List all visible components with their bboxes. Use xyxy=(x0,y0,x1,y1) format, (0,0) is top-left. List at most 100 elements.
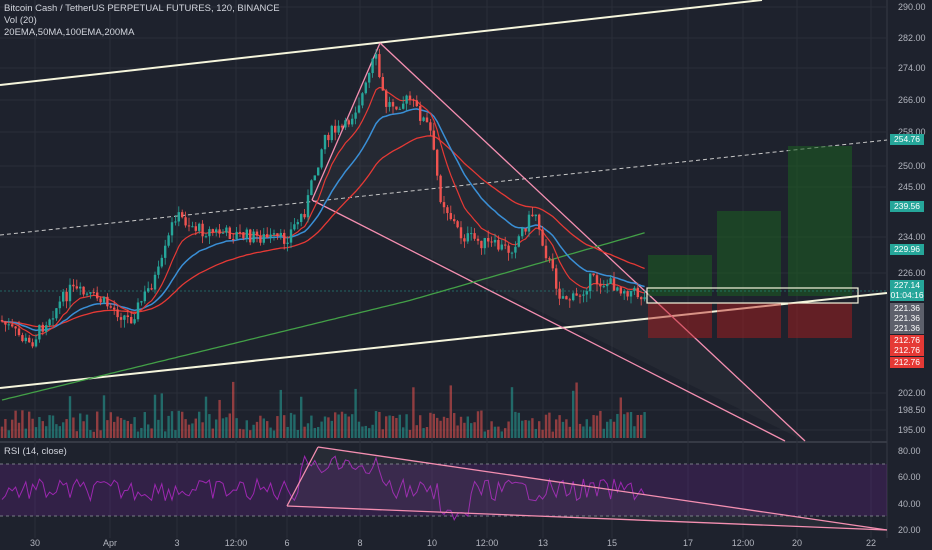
price-tag: 227.14 xyxy=(890,280,924,291)
volume-bar xyxy=(470,423,473,438)
candle-body xyxy=(402,103,405,109)
candle-body xyxy=(313,175,316,181)
volume-bar xyxy=(364,425,367,438)
volume-bar xyxy=(147,424,150,438)
volume-bar xyxy=(89,430,92,438)
volume-bar xyxy=(85,414,89,438)
candle-body xyxy=(204,236,208,238)
volume-bar xyxy=(330,420,333,438)
volume-bar xyxy=(317,427,320,438)
candle-body xyxy=(347,120,350,125)
volume-bar xyxy=(303,426,306,438)
volume-bar xyxy=(184,419,187,438)
candle-body xyxy=(283,232,286,244)
candle-body xyxy=(0,320,4,322)
volume-bar xyxy=(24,428,27,438)
wedge-upper-line[interactable] xyxy=(379,42,806,442)
time-tick-label: 8 xyxy=(357,538,362,548)
candle-body xyxy=(521,228,524,237)
candle-body xyxy=(276,233,279,237)
candle-body xyxy=(368,73,371,83)
candle-body xyxy=(130,317,133,324)
volume-bar xyxy=(4,419,7,438)
rsi-wedge-left-line[interactable] xyxy=(286,446,319,507)
volume-bar xyxy=(177,410,180,438)
candle-body xyxy=(249,229,252,243)
candle-body xyxy=(643,297,646,300)
volume-bar xyxy=(391,416,395,438)
price-tag: 212.76 xyxy=(890,345,924,356)
target-boxes[interactable] xyxy=(646,146,859,338)
candle-body xyxy=(279,232,282,237)
volume-bar xyxy=(181,411,184,438)
volume-bar xyxy=(242,429,245,438)
candle-body xyxy=(354,112,357,119)
candle-body xyxy=(493,239,497,243)
volume-bar xyxy=(636,414,639,438)
rsi-wedge-lower-line[interactable] xyxy=(286,505,888,531)
channel-mid-line[interactable] xyxy=(0,139,888,236)
volume-bar xyxy=(211,428,214,438)
candle-body xyxy=(51,318,55,320)
candle-body xyxy=(541,229,544,246)
candle-body xyxy=(99,298,102,303)
candle-body xyxy=(548,258,551,260)
rsi-pane[interactable] xyxy=(0,443,887,538)
time-tick-label: 17 xyxy=(683,538,693,548)
volume-bar xyxy=(109,412,112,438)
volume-bar xyxy=(266,421,269,438)
price-tag: 221.36 xyxy=(890,303,924,314)
volume-bar xyxy=(150,428,153,438)
candle-body xyxy=(374,54,378,59)
candle-body xyxy=(296,222,299,225)
candle-body xyxy=(167,235,170,246)
price-tick-label: 195.00 xyxy=(898,425,926,435)
candle-body xyxy=(578,295,582,297)
volume-bar xyxy=(589,426,592,438)
volume-bar xyxy=(415,425,418,438)
price-tag: 239.56 xyxy=(890,201,924,212)
candle-body xyxy=(106,296,109,307)
candle-body xyxy=(286,242,289,244)
volume-bar xyxy=(374,411,378,438)
volume-bar xyxy=(153,394,157,438)
candle-body xyxy=(194,226,197,231)
volume-bar xyxy=(276,416,279,438)
channel-lower-line[interactable] xyxy=(0,292,888,389)
candle-body xyxy=(510,252,514,254)
price-axis[interactable]: 290.00 282.00 274.00 266.00 258.00 250.00 245.… xyxy=(898,2,926,435)
rsi-wedge-upper-line[interactable] xyxy=(317,446,888,531)
candle-body xyxy=(616,287,619,291)
candle-body xyxy=(79,286,82,289)
volume-bar xyxy=(130,423,133,438)
price-tick-label: 282.00 xyxy=(898,33,926,43)
rsi-line xyxy=(1,454,646,522)
candle-body xyxy=(555,268,558,289)
volume-bar xyxy=(11,419,14,438)
candle-body xyxy=(602,286,605,288)
candle-body xyxy=(320,149,323,168)
time-axis[interactable]: 30 Apr 3 12:00 6 8 10 12:00 13 15 17 12:00 20 22 xyxy=(30,538,876,548)
volume-bar xyxy=(466,416,469,438)
candlesticks[interactable] xyxy=(0,49,646,349)
time-tick-label: 12:00 xyxy=(732,538,755,548)
channel-upper-line[interactable] xyxy=(0,0,763,86)
volume-bar xyxy=(164,431,167,438)
candle-body xyxy=(612,278,616,291)
volume-bar xyxy=(432,413,435,438)
candle-body xyxy=(395,106,398,110)
candle-body xyxy=(476,238,480,241)
candle-body xyxy=(232,238,235,240)
volume-bar xyxy=(194,418,197,438)
wedge-lower-line[interactable] xyxy=(311,199,786,442)
candle-body xyxy=(327,134,330,141)
candle-body xyxy=(150,288,153,290)
volume-bar xyxy=(55,424,58,438)
rsi-tick-label: 80.00 xyxy=(898,446,921,456)
rsi-axis[interactable]: 80.00 60.00 40.00 20.00 xyxy=(898,446,921,535)
candle-body xyxy=(432,130,435,150)
volume-bar xyxy=(361,426,364,438)
candle-body xyxy=(272,233,276,235)
candle-body xyxy=(218,229,221,234)
